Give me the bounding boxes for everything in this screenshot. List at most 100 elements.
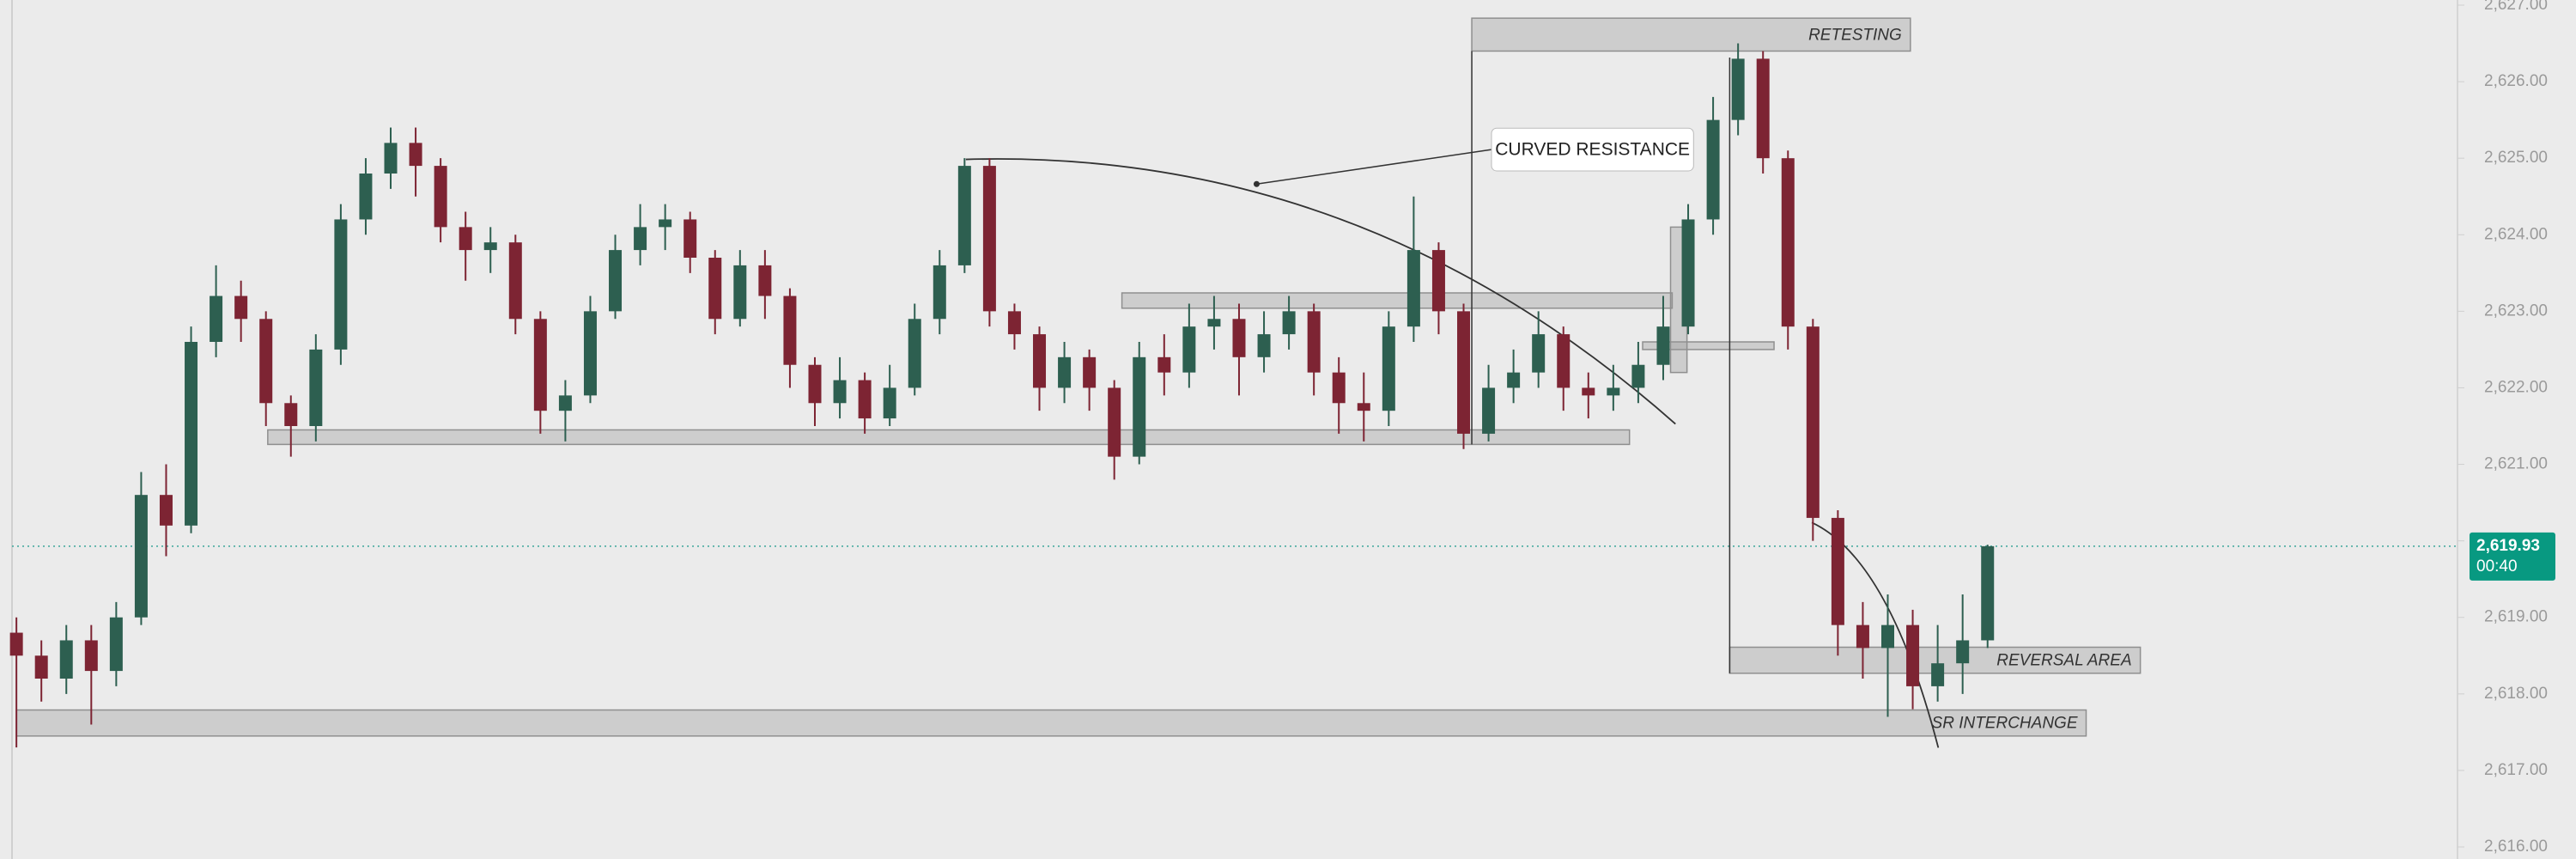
candle-body bbox=[1631, 364, 1645, 388]
candle-body bbox=[1232, 319, 1246, 357]
candle-body bbox=[1307, 311, 1321, 373]
y-tick-label: 2,625.00 bbox=[2484, 149, 2548, 167]
callout-line bbox=[1256, 149, 1492, 185]
candle-body bbox=[1557, 334, 1571, 388]
y-tick-label: 2,621.00 bbox=[2484, 455, 2548, 473]
candle-body bbox=[1706, 119, 1720, 220]
zone-label: RETESTING bbox=[1808, 26, 1902, 44]
candle-body bbox=[134, 495, 148, 618]
candle-body bbox=[234, 295, 248, 320]
candle-body bbox=[1257, 334, 1271, 357]
callout-box bbox=[1491, 127, 1694, 172]
zone bbox=[1471, 17, 1911, 52]
candle-body bbox=[1981, 545, 1995, 641]
candle-body bbox=[883, 387, 896, 419]
candle-body bbox=[1507, 372, 1521, 388]
y-tick-label: 2,618.00 bbox=[2484, 685, 2548, 703]
candle-body bbox=[483, 242, 497, 251]
candle-body bbox=[1108, 387, 1121, 457]
candle-body bbox=[284, 403, 298, 426]
candle-body bbox=[1931, 663, 1945, 686]
y-tick-label: 2,619.00 bbox=[2484, 608, 2548, 626]
candle-body bbox=[1731, 58, 1745, 120]
candle-body bbox=[1207, 319, 1221, 327]
candle-body bbox=[1157, 356, 1171, 373]
candle-body bbox=[1406, 250, 1420, 327]
zone bbox=[1642, 341, 1775, 350]
callout-text: CURVED RESISTANCE bbox=[1495, 140, 1690, 160]
candle-body bbox=[1906, 624, 1920, 686]
candle-body bbox=[1781, 158, 1795, 327]
candle-body bbox=[159, 495, 173, 526]
candle-body bbox=[1083, 356, 1097, 388]
y-tick-label: 2,616.00 bbox=[2484, 838, 2548, 856]
candle-body bbox=[683, 219, 697, 258]
candle-body bbox=[634, 227, 647, 251]
price-tag-countdown: 00:40 bbox=[2476, 557, 2518, 576]
candle-body bbox=[533, 319, 547, 411]
zone-label: SR INTERCHANGE bbox=[1932, 715, 2078, 733]
candle-body bbox=[334, 219, 348, 350]
candle-body bbox=[9, 632, 23, 656]
y-tick-label: 2,627.00 bbox=[2484, 0, 2548, 14]
price-tag bbox=[2470, 532, 2555, 581]
candle-body bbox=[808, 364, 822, 404]
candle-body bbox=[1332, 372, 1346, 404]
candle-body bbox=[1282, 311, 1296, 335]
candle-body bbox=[34, 655, 48, 679]
candle-body bbox=[1532, 334, 1546, 373]
candle-body bbox=[1382, 326, 1395, 411]
zone bbox=[15, 709, 2087, 737]
candle-body bbox=[708, 258, 722, 320]
candle-body bbox=[84, 640, 98, 672]
candle-body bbox=[1681, 219, 1695, 327]
candle-body bbox=[908, 319, 921, 388]
candle-body bbox=[558, 395, 572, 411]
y-tick-label: 2,617.00 bbox=[2484, 761, 2548, 779]
candle-body bbox=[109, 617, 123, 672]
candle-body bbox=[1607, 387, 1620, 396]
candle-body bbox=[758, 265, 772, 296]
candle-body bbox=[1431, 250, 1445, 312]
candle-body bbox=[982, 166, 996, 312]
candle-body bbox=[210, 295, 223, 342]
candle-body bbox=[1033, 334, 1047, 388]
curve bbox=[1811, 521, 1940, 748]
candle-body bbox=[1182, 326, 1196, 373]
zone bbox=[1121, 292, 1674, 309]
y-tick-label: 2,624.00 bbox=[2484, 225, 2548, 243]
candle-body bbox=[409, 143, 422, 167]
y-tick-label: 2,622.00 bbox=[2484, 378, 2548, 396]
candle-body bbox=[434, 166, 447, 228]
candle-body bbox=[1582, 387, 1595, 396]
candle-body bbox=[1058, 356, 1072, 388]
candle-body bbox=[933, 265, 946, 320]
candle-body bbox=[1457, 311, 1471, 434]
candle-body bbox=[1856, 624, 1869, 649]
candle-body bbox=[1880, 624, 1894, 649]
candle-body bbox=[1806, 326, 1820, 518]
candle-body bbox=[583, 311, 597, 396]
candle-body bbox=[1133, 356, 1146, 457]
y-tick-label: 2,626.00 bbox=[2484, 72, 2548, 90]
candle-body bbox=[508, 242, 522, 320]
candle-body bbox=[59, 640, 73, 679]
candle-body bbox=[359, 174, 373, 220]
zone bbox=[267, 429, 1631, 446]
curve bbox=[965, 158, 1676, 425]
price-tag-value: 2,619.93 bbox=[2476, 537, 2540, 555]
candle-body bbox=[1956, 640, 1970, 664]
candle-body bbox=[1756, 58, 1770, 159]
candle-body bbox=[459, 227, 472, 251]
candle-body bbox=[309, 349, 323, 426]
candle-body bbox=[659, 219, 672, 228]
candle-body bbox=[609, 250, 623, 312]
y-tick-label: 2,623.00 bbox=[2484, 302, 2548, 320]
zone-label: REVERSAL AREA bbox=[1996, 652, 2131, 670]
candle-body bbox=[1357, 403, 1370, 411]
candle-body bbox=[858, 380, 872, 419]
candle-body bbox=[833, 380, 847, 404]
candle-body bbox=[783, 295, 797, 365]
